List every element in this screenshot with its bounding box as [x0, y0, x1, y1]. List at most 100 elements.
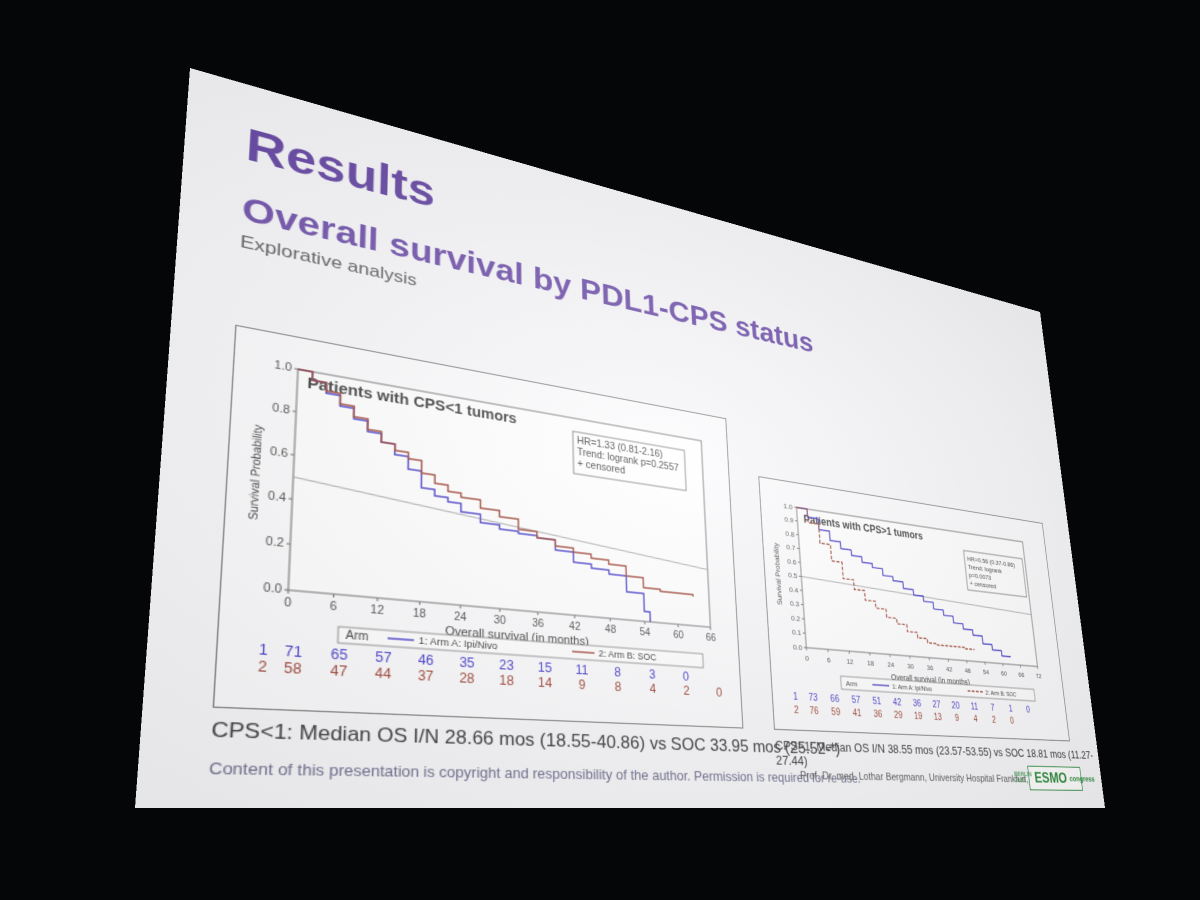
- x-tick-label: 42: [946, 665, 953, 673]
- y-axis-label: Survival Probability: [245, 424, 265, 521]
- risk-count-arm1: 23: [499, 658, 514, 673]
- x-tick-label: 66: [1018, 671, 1025, 679]
- y-tick-label: 0.3: [790, 600, 800, 609]
- y-tick: [290, 454, 294, 455]
- risk-count-arm2: 58: [284, 661, 302, 678]
- median-os-cps-under-1: CPS<1: Median OS I/N 28.66 mos (18.55-40…: [211, 718, 841, 759]
- risk-count-arm2: 19: [914, 711, 923, 722]
- risk-count-arm2: 0: [716, 686, 723, 700]
- y-axis-label: Survival Probability: [773, 542, 785, 605]
- risk-count-arm2: 0: [1009, 716, 1014, 726]
- y-tick-label: 0.2: [791, 614, 801, 623]
- esmo-congress-logo: BERLIN 2023 ESMO congress: [1027, 766, 1083, 791]
- risk-count-arm2: 47: [330, 664, 347, 681]
- y-tick-label: 0.4: [268, 489, 287, 504]
- risk-count-arm1: 15: [538, 661, 552, 676]
- x-tick-label: 30: [494, 613, 506, 626]
- risk-count-arm1: 65: [331, 647, 348, 664]
- x-tick-label: 0: [805, 654, 809, 663]
- risk-count-arm1: 73: [808, 692, 818, 704]
- x-tick-label: 24: [887, 661, 895, 670]
- y-tick-label: 0.0: [793, 643, 803, 652]
- y-tick-label: 1.0: [274, 359, 292, 374]
- x-tick-label: 6: [827, 656, 831, 665]
- x-tick-label: 12: [846, 658, 854, 667]
- km-chart-cps-over-1: Patients with CPS>1 tumors0.00.10.20.30.…: [759, 477, 1069, 740]
- x-tick-label: 18: [867, 659, 875, 668]
- legend-title: Arm: [846, 680, 858, 689]
- x-tick-label: 36: [532, 617, 544, 630]
- risk-arm2-label: 2: [258, 659, 268, 676]
- y-tick: [292, 411, 296, 412]
- risk-count-arm1: 71: [284, 644, 302, 661]
- risk-count-arm1: 0: [682, 670, 689, 684]
- km-panel-cps-over-1: Patients with CPS>1 tumors 0.0 0.1 0.2 0.3 0.…: [758, 476, 1070, 741]
- x-tick-label: 0: [284, 595, 292, 609]
- x-tick-label: 54: [983, 668, 990, 676]
- y-tick-label: 0.0: [263, 581, 282, 596]
- x-tick-label: 36: [927, 664, 934, 673]
- risk-count-arm1: 35: [459, 656, 474, 672]
- x-tick-label: 18: [413, 606, 427, 620]
- y-tick-label: 0.6: [270, 445, 289, 460]
- x-tick-label: 66: [706, 632, 717, 644]
- risk-count-arm2: 14: [538, 676, 552, 691]
- x-tick-label: 6: [330, 599, 338, 613]
- y-tick-label: 0.1: [792, 629, 802, 638]
- risk-count-arm2: 9: [954, 713, 959, 724]
- risk-count-arm2: 13: [933, 712, 942, 723]
- y-tick-label: 0.5: [788, 572, 798, 581]
- risk-count-arm2: 18: [499, 674, 514, 689]
- risk-count-arm1: 0: [1026, 705, 1031, 715]
- risk-count-arm1: 20: [951, 700, 960, 711]
- x-tick-label: 54: [640, 626, 651, 639]
- logo-location: BERLIN 2023: [1014, 772, 1033, 785]
- risk-count-arm2: 59: [831, 706, 841, 717]
- y-tick-label: 0.8: [785, 530, 795, 539]
- x-tick-label: 12: [370, 603, 384, 617]
- risk-count-arm2: 28: [459, 671, 474, 687]
- risk-count-arm1: 11: [970, 701, 978, 712]
- risk-count-arm1: 8: [614, 666, 621, 680]
- risk-count-arm2: 4: [649, 683, 656, 697]
- km-chart-cps-under-1: Patients with CPS<1 tumors0.00.20.40.60.…: [214, 326, 742, 728]
- risk-count-arm2: 2: [992, 715, 997, 725]
- y-tick-label: 0.2: [265, 534, 284, 549]
- risk-count-arm1: 66: [830, 693, 840, 704]
- risk-arm2-label: 2: [794, 704, 800, 715]
- risk-count-arm1: 57: [375, 650, 392, 666]
- y-tick-label: 0.9: [784, 516, 794, 525]
- y-tick-label: 0.4: [789, 586, 799, 595]
- projected-slide: Results Overall survival by PDL1-CPS sta…: [135, 68, 1105, 808]
- y-tick-label: 0.7: [786, 544, 796, 553]
- risk-count-arm1: 36: [912, 698, 921, 709]
- risk-arm1-label: 1: [258, 642, 268, 659]
- y-tick-label: 1.0: [783, 502, 793, 511]
- risk-count-arm2: 29: [894, 710, 904, 721]
- logo-esmo: ESMO: [1034, 769, 1069, 787]
- km-panel-cps-under-1: Patients with CPS<1 tumors 0.0 0.2 0.4 0.6 0.…: [213, 325, 744, 729]
- risk-count-arm1: 11: [575, 663, 588, 678]
- risk-count-arm1: 46: [418, 653, 434, 669]
- y-tick-label: 0.8: [272, 401, 290, 416]
- risk-count-arm2: 9: [579, 678, 586, 692]
- risk-count-arm1: 3: [649, 668, 656, 682]
- x-tick-label: 30: [907, 662, 914, 671]
- logo-congress: congress: [1069, 774, 1095, 783]
- risk-count-arm1: 51: [872, 696, 882, 707]
- x-tick-label: 42: [569, 620, 581, 633]
- risk-count-arm2: 76: [809, 705, 819, 717]
- x-tick-label: 24: [454, 610, 467, 624]
- x-tick-label: 60: [1001, 670, 1008, 678]
- risk-count-arm2: 44: [375, 666, 392, 682]
- risk-count-arm2: 2: [683, 684, 690, 698]
- x-tick-label: 48: [964, 667, 971, 675]
- y-tick-label: 0.6: [787, 558, 797, 567]
- risk-count-arm1: 57: [851, 694, 861, 705]
- x-tick-label: 48: [605, 623, 617, 636]
- risk-count-arm2: 8: [615, 680, 622, 694]
- y-tick: [294, 369, 298, 370]
- risk-count-arm2: 37: [418, 669, 434, 685]
- legend-title: Arm: [345, 628, 368, 643]
